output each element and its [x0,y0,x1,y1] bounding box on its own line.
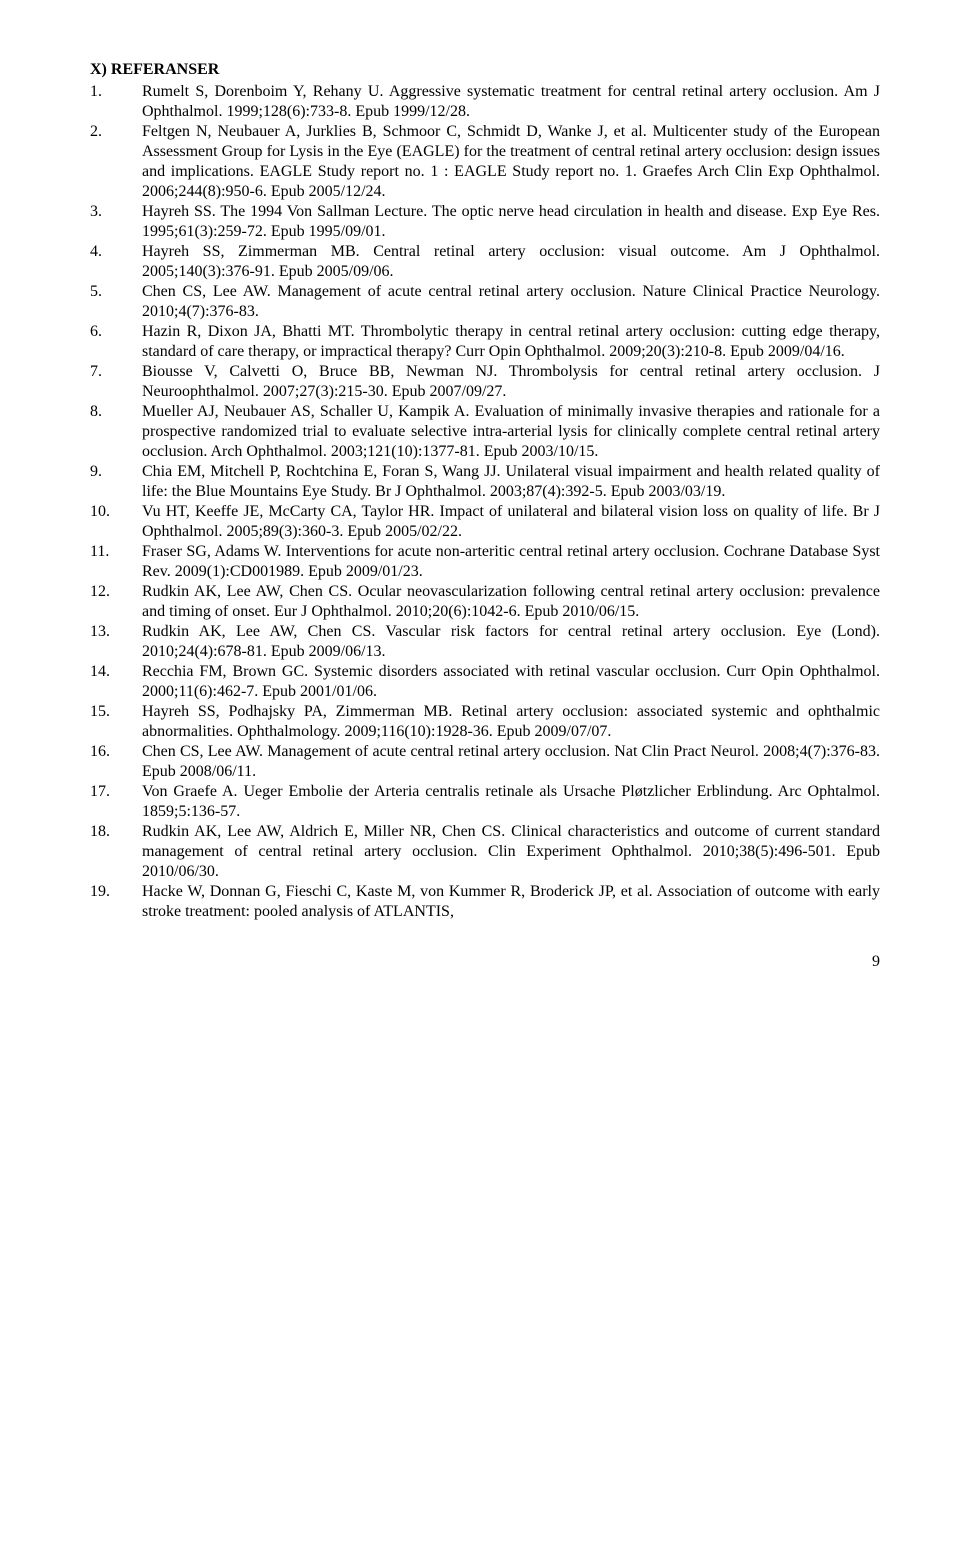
reference-text: Vu HT, Keeffe JE, McCarty CA, Taylor HR.… [142,502,880,542]
reference-number: 7. [90,362,142,382]
section-heading: X) REFERANSER [90,60,880,80]
reference-text: Recchia FM, Brown GC. Systemic disorders… [142,662,880,702]
reference-item: 11.Fraser SG, Adams W. Interventions for… [90,542,880,582]
reference-item: 6.Hazin R, Dixon JA, Bhatti MT. Thrombol… [90,322,880,362]
reference-number: 6. [90,322,142,342]
reference-number: 15. [90,702,142,722]
reference-number: 11. [90,542,142,562]
reference-number: 1. [90,82,142,102]
reference-item: 18.Rudkin AK, Lee AW, Aldrich E, Miller … [90,822,880,882]
reference-text: Hacke W, Donnan G, Fieschi C, Kaste M, v… [142,882,880,922]
reference-item: 15.Hayreh SS, Podhajsky PA, Zimmerman MB… [90,702,880,742]
reference-text: Rudkin AK, Lee AW, Chen CS. Ocular neova… [142,582,880,622]
reference-text: Von Graefe A. Ueger Embolie der Arteria … [142,782,880,822]
page-number: 9 [90,952,880,972]
reference-item: 12.Rudkin AK, Lee AW, Chen CS. Ocular ne… [90,582,880,622]
reference-item: 10.Vu HT, Keeffe JE, McCarty CA, Taylor … [90,502,880,542]
reference-number: 5. [90,282,142,302]
reference-number: 4. [90,242,142,262]
reference-item: 3.Hayreh SS. The 1994 Von Sallman Lectur… [90,202,880,242]
reference-item: 7.Biousse V, Calvetti O, Bruce BB, Newma… [90,362,880,402]
reference-item: 2.Feltgen N, Neubauer A, Jurklies B, Sch… [90,122,880,202]
reference-list: 1.Rumelt S, Dorenboim Y, Rehany U. Aggre… [90,82,880,922]
reference-text: Fraser SG, Adams W. Interventions for ac… [142,542,880,582]
reference-item: 1.Rumelt S, Dorenboim Y, Rehany U. Aggre… [90,82,880,122]
reference-item: 9.Chia EM, Mitchell P, Rochtchina E, For… [90,462,880,502]
reference-text: Rudkin AK, Lee AW, Aldrich E, Miller NR,… [142,822,880,882]
reference-text: Hayreh SS, Zimmerman MB. Central retinal… [142,242,880,282]
reference-text: Chen CS, Lee AW. Management of acute cen… [142,742,880,782]
reference-number: 17. [90,782,142,802]
reference-item: 8.Mueller AJ, Neubauer AS, Schaller U, K… [90,402,880,462]
reference-text: Rudkin AK, Lee AW, Chen CS. Vascular ris… [142,622,880,662]
reference-text: Hayreh SS. The 1994 Von Sallman Lecture.… [142,202,880,242]
reference-number: 18. [90,822,142,842]
reference-text: Mueller AJ, Neubauer AS, Schaller U, Kam… [142,402,880,462]
reference-item: 14.Recchia FM, Brown GC. Systemic disord… [90,662,880,702]
reference-text: Chen CS, Lee AW. Management of acute cen… [142,282,880,322]
reference-number: 19. [90,882,142,902]
reference-item: 17.Von Graefe A. Ueger Embolie der Arter… [90,782,880,822]
reference-item: 19.Hacke W, Donnan G, Fieschi C, Kaste M… [90,882,880,922]
reference-text: Hazin R, Dixon JA, Bhatti MT. Thrombolyt… [142,322,880,362]
reference-text: Feltgen N, Neubauer A, Jurklies B, Schmo… [142,122,880,202]
reference-number: 2. [90,122,142,142]
reference-item: 16.Chen CS, Lee AW. Management of acute … [90,742,880,782]
reference-item: 13.Rudkin AK, Lee AW, Chen CS. Vascular … [90,622,880,662]
reference-number: 8. [90,402,142,422]
reference-item: 5.Chen CS, Lee AW. Management of acute c… [90,282,880,322]
reference-item: 4.Hayreh SS, Zimmerman MB. Central retin… [90,242,880,282]
reference-number: 3. [90,202,142,222]
reference-text: Hayreh SS, Podhajsky PA, Zimmerman MB. R… [142,702,880,742]
reference-number: 9. [90,462,142,482]
reference-number: 14. [90,662,142,682]
reference-number: 12. [90,582,142,602]
reference-number: 13. [90,622,142,642]
reference-text: Rumelt S, Dorenboim Y, Rehany U. Aggress… [142,82,880,122]
reference-number: 16. [90,742,142,762]
reference-text: Chia EM, Mitchell P, Rochtchina E, Foran… [142,462,880,502]
reference-text: Biousse V, Calvetti O, Bruce BB, Newman … [142,362,880,402]
reference-number: 10. [90,502,142,522]
